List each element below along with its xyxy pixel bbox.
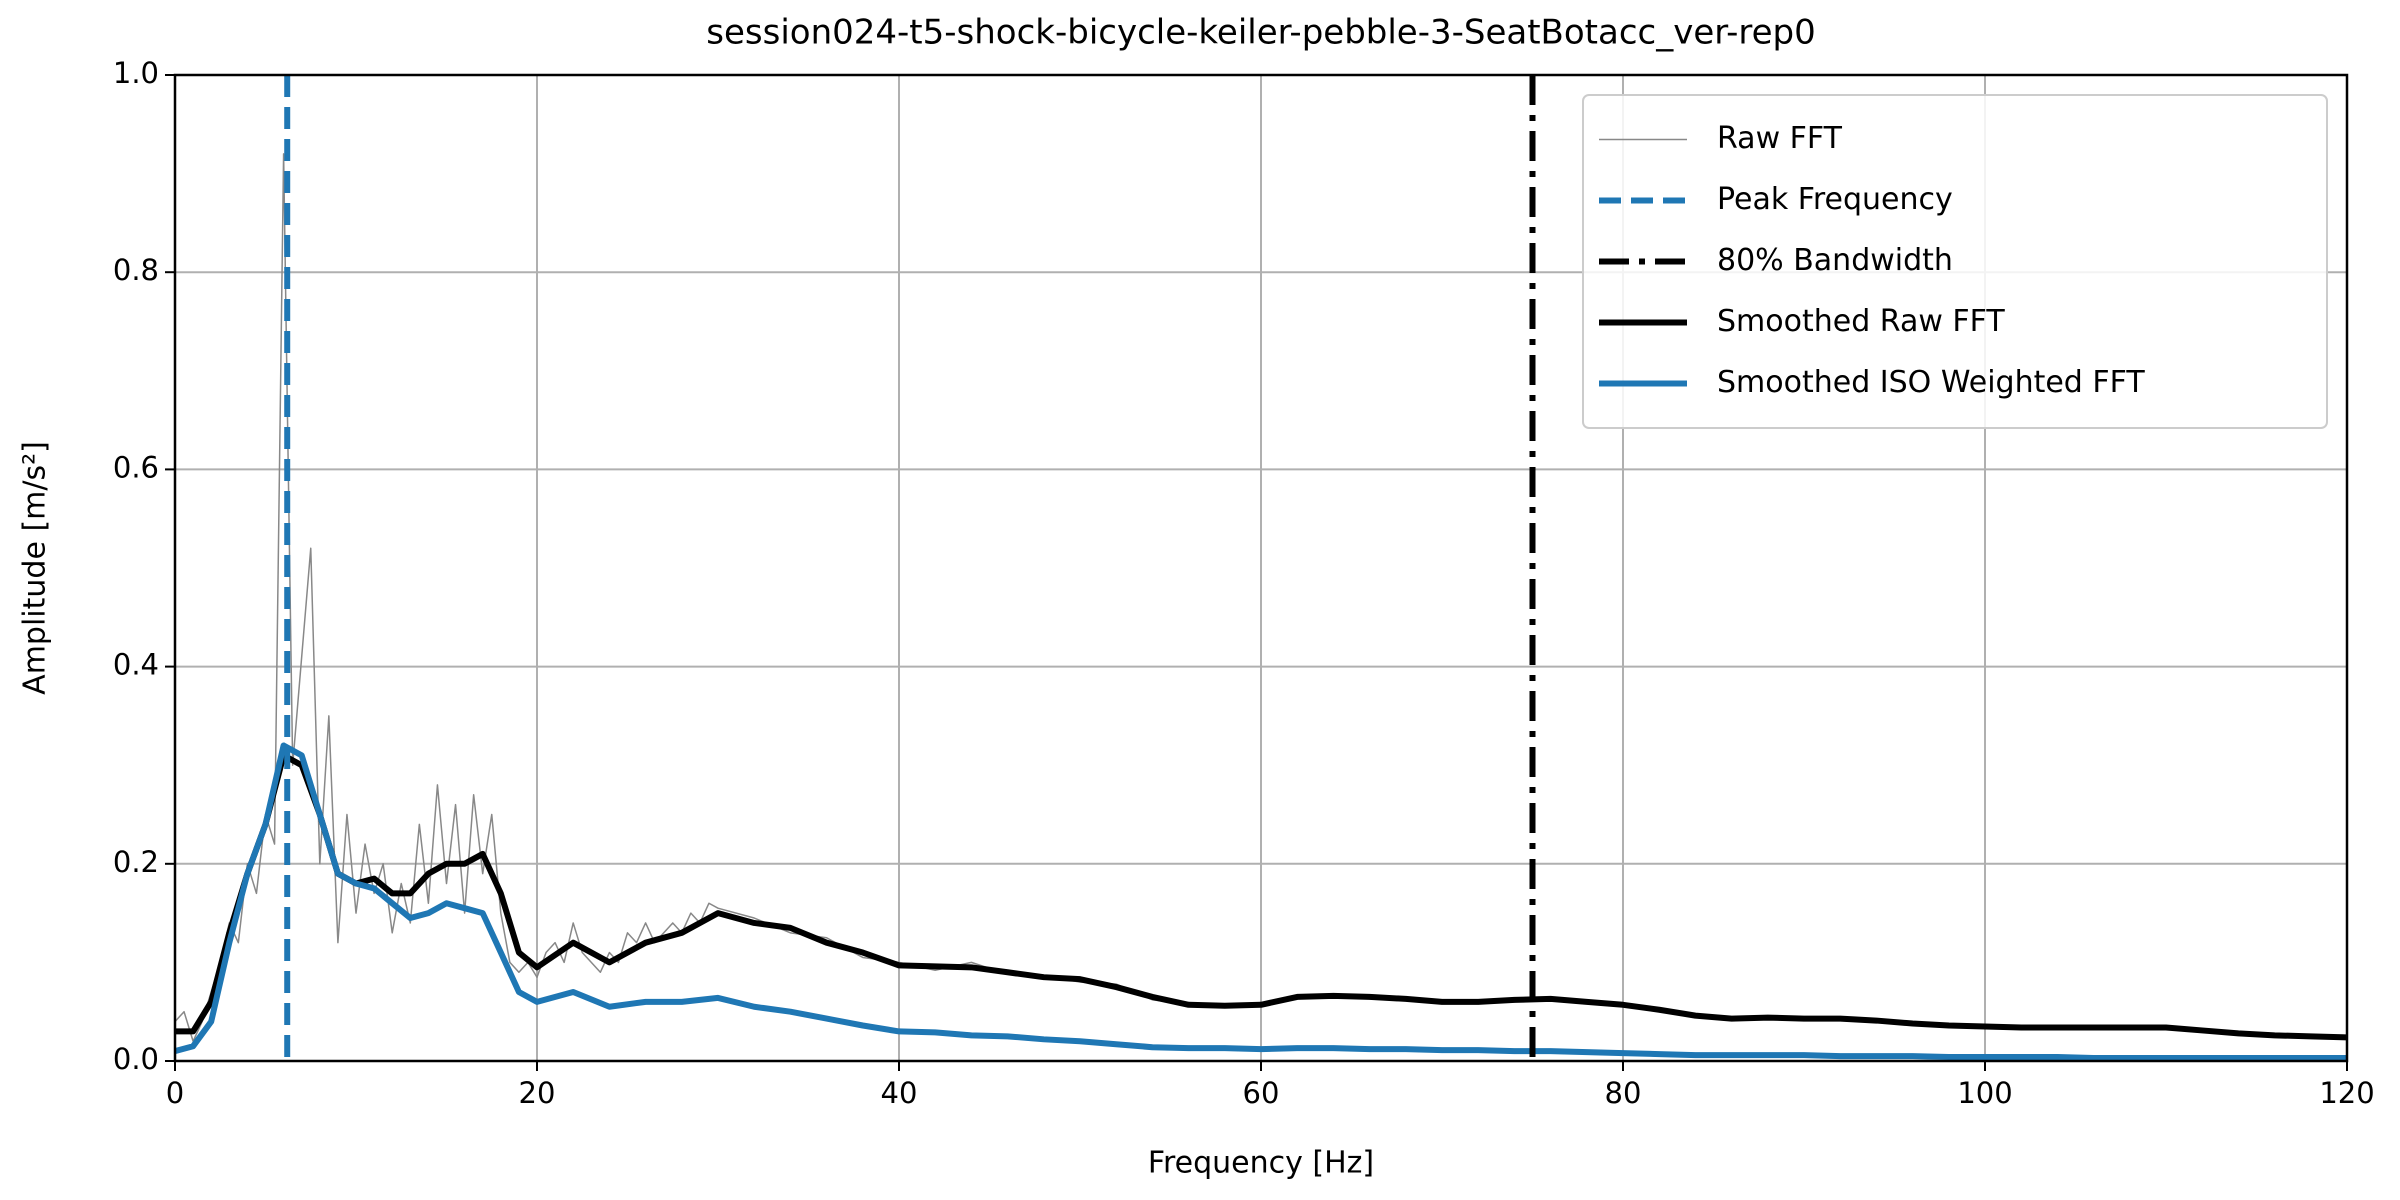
x-tick-label: 0: [166, 1076, 184, 1110]
y-tick-label: 0.4: [113, 648, 159, 682]
chart-title: session024-t5-shock-bicycle-keiler-pebbl…: [706, 13, 1815, 53]
y-tick-label: 1.0: [113, 56, 159, 90]
x-tick-label: 40: [881, 1076, 918, 1110]
y-axis-label: Amplitude [m/s²]: [18, 441, 53, 695]
legend-label: Smoothed Raw FFT: [1717, 304, 2005, 339]
legend-label: 80% Bandwidth: [1717, 243, 1953, 278]
legend-label: Peak Frequency: [1717, 182, 1953, 217]
series-line: [175, 742, 2347, 1061]
y-tick-label: 0.0: [113, 1042, 159, 1076]
plot-frame: [173, 73, 2349, 1063]
x-tick-label: 60: [1243, 1076, 1280, 1110]
y-tick-label: 0.6: [113, 450, 159, 484]
x-tick-label: 100: [1957, 1076, 2012, 1110]
series-line: [175, 752, 2347, 1041]
x-axis-label: Frequency [Hz]: [1148, 1146, 1374, 1181]
x-tick-label: 120: [2319, 1076, 2374, 1110]
y-tick-label: 0.8: [113, 253, 159, 287]
x-tick-label: 80: [1605, 1076, 1642, 1110]
x-tick-label: 20: [519, 1076, 556, 1110]
legend-box: [1582, 94, 2328, 429]
legend-label: Raw FFT: [1717, 121, 1843, 156]
y-tick-label: 0.2: [113, 845, 159, 879]
legend-label: Smoothed ISO Weighted FFT: [1717, 365, 2145, 400]
